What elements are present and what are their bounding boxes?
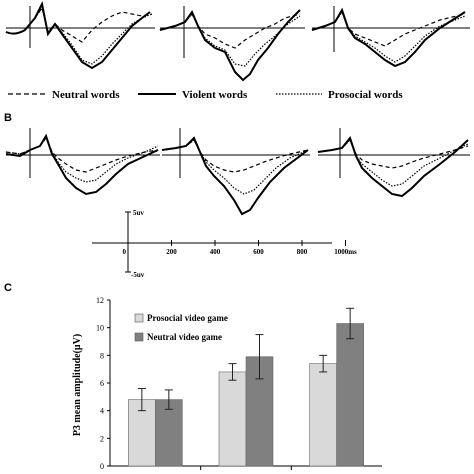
panel-a3-prosocial-wave bbox=[311, 10, 466, 63]
bar-legend-label: Neutral video game bbox=[147, 332, 222, 342]
scale-neg-label: -5uv bbox=[131, 271, 145, 279]
bar-legend-swatch bbox=[134, 313, 144, 323]
panel-b2-neutral-wave bbox=[161, 139, 309, 173]
legend-prosocial-label: Prosocial words bbox=[328, 89, 403, 101]
scale-time-tick-label: 800 bbox=[297, 248, 308, 256]
bar-legend-label: Prosocial video game bbox=[147, 313, 228, 323]
bar bbox=[309, 363, 337, 467]
panel-a3-violent-wave bbox=[311, 7, 466, 68]
bar bbox=[218, 371, 247, 467]
panel-c-label: C bbox=[4, 282, 12, 294]
panel-a2-violent-wave bbox=[159, 9, 301, 82]
scale-time-tick-label: 400 bbox=[210, 248, 221, 256]
scale-bar: 5uv -5uv 0 200 400 600 800 1000ms bbox=[92, 209, 357, 279]
scale-time-tick-label: 600 bbox=[253, 248, 264, 256]
panel-a-waveforms bbox=[5, 0, 470, 82]
bar-chart-y-tick-label: 2 bbox=[100, 434, 104, 443]
scale-pos-label: 5uv bbox=[133, 209, 144, 217]
panel-b-plot-1 bbox=[5, 128, 160, 196]
panel-b-plot-2 bbox=[161, 128, 310, 216]
panel-b-plot-3 bbox=[317, 128, 470, 198]
legend-neutral-label: Neutral words bbox=[52, 89, 120, 101]
waveform-legend: Neutral words Violent words Prosocial wo… bbox=[8, 89, 403, 101]
bar bbox=[155, 399, 183, 467]
panel-a-plot-3 bbox=[311, 6, 470, 68]
bar-chart-y-tick-label: 6 bbox=[100, 379, 104, 388]
panel-a3-neutral-wave bbox=[311, 10, 466, 47]
panel-a1-prosocial-wave bbox=[5, 6, 153, 65]
bar-chart-y-tick-label: 8 bbox=[100, 351, 104, 360]
scale-time-tick-label: 1000ms bbox=[334, 248, 357, 256]
bar-chart-y-tick-label: 10 bbox=[96, 324, 104, 333]
panel-b-waveforms bbox=[5, 128, 470, 216]
bar-chart-ylabel: P3 mean amplitude(μV) bbox=[72, 334, 83, 436]
panel-b2-violent-wave bbox=[161, 136, 309, 216]
bar-chart: 0 2 4 6 8 10 12 Prosocial video game Neutral vid… bbox=[96, 296, 382, 471]
panel-a-plot-1 bbox=[5, 0, 155, 70]
panel-b3-violent-wave bbox=[317, 135, 469, 198]
bar-chart-y-tick-label: 0 bbox=[100, 462, 104, 471]
panel-a-plot-2 bbox=[159, 6, 305, 82]
bar-chart-y-tick-label: 4 bbox=[100, 407, 104, 416]
panel-a2-neutral-wave bbox=[159, 12, 301, 49]
legend-violent-label: Violent words bbox=[182, 89, 248, 101]
scale-time-tick-label: 0 bbox=[123, 248, 127, 256]
bar-chart-y-tick-label: 12 bbox=[96, 296, 104, 305]
panel-b-label: B bbox=[4, 112, 12, 124]
bar bbox=[336, 323, 364, 467]
panel-a2-prosocial-wave bbox=[159, 12, 301, 67]
panel-b1-violent-wave bbox=[5, 133, 159, 196]
panel-a1-violent-wave bbox=[5, 0, 151, 70]
scale-time-ticks: 0 200 400 600 800 1000ms bbox=[123, 240, 357, 256]
scale-time-tick-label: 200 bbox=[166, 248, 177, 256]
bar-legend-swatch bbox=[134, 332, 144, 342]
